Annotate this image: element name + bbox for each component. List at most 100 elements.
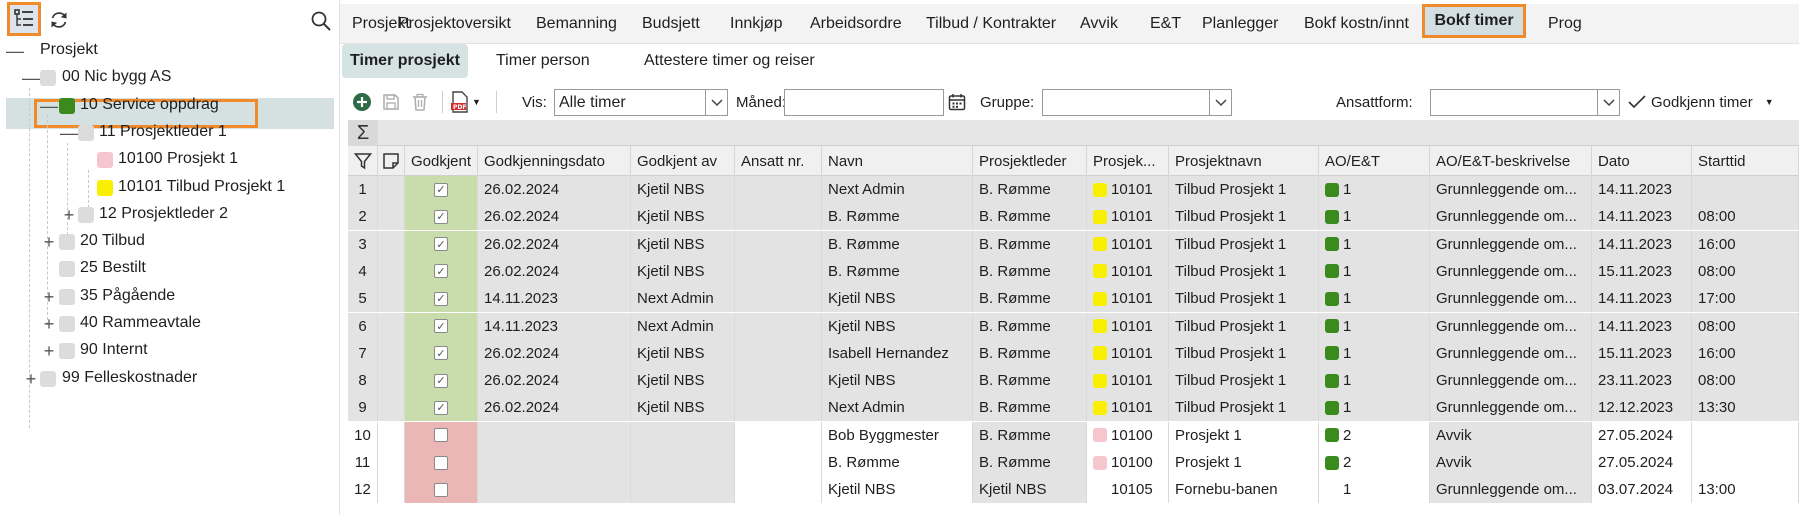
unchecked-checkbox-icon[interactable] — [434, 428, 448, 443]
cell-approved[interactable]: ✓ — [405, 312, 478, 340]
sum-button[interactable]: Σ — [348, 120, 378, 146]
column-header[interactable]: AO/E&T — [1319, 146, 1430, 176]
tab-bokf-timer[interactable]: Bokf timer — [1422, 4, 1526, 38]
tree-node[interactable]: — 00 Nic bygg AS — [0, 63, 340, 94]
table-row[interactable]: 1 ✓ 26.02.2024 Kjetil NBS Next Admin B. Rømme… — [348, 176, 1799, 203]
note-column-header[interactable] — [378, 146, 405, 176]
note-cell[interactable] — [378, 367, 405, 395]
column-header[interactable]: Prosjek... — [1087, 146, 1169, 176]
cell-approved[interactable]: ✓ — [405, 339, 478, 367]
collapse-icon[interactable]: — — [40, 95, 58, 116]
vis-select[interactable]: Alle timer — [554, 89, 728, 116]
tab-arbeidsordre[interactable]: Arbeidsordre — [810, 15, 902, 32]
tab-budsjett[interactable]: Budsjett — [642, 15, 700, 32]
column-header[interactable]: Dato — [1592, 146, 1692, 176]
cell-approved[interactable]: ✓ — [405, 176, 478, 203]
subtab-timer-person[interactable]: Timer person — [496, 52, 590, 69]
table-row[interactable]: 3 ✓ 26.02.2024 Kjetil NBS B. Rømme B. Rømme 10… — [348, 230, 1799, 258]
tab-innkj-p[interactable]: Innkjøp — [730, 15, 783, 32]
note-cell[interactable] — [378, 176, 405, 203]
refresh-button[interactable] — [45, 6, 73, 34]
collapse-icon[interactable]: — — [6, 41, 24, 61]
maned-input[interactable] — [784, 89, 944, 116]
checked-checkbox-icon[interactable]: ✓ — [434, 373, 448, 388]
checked-checkbox-icon[interactable]: ✓ — [434, 291, 448, 306]
delete-button[interactable] — [410, 84, 436, 120]
tab-bokf-kostn-innt[interactable]: Bokf kostn/innt — [1304, 15, 1409, 32]
note-cell[interactable] — [378, 421, 405, 449]
tab-prosjekt[interactable]: Prosjekt — [352, 15, 410, 32]
approve-hours-button[interactable]: Godkjenn timer ▼ — [1628, 84, 1774, 120]
table-row[interactable]: 7 ✓ 26.02.2024 Kjetil NBS Isabell Hernandez B… — [348, 339, 1799, 367]
expand-icon[interactable]: + — [43, 286, 55, 307]
checked-checkbox-icon[interactable]: ✓ — [434, 209, 448, 224]
export-pdf-button[interactable]: PDF ▼ — [450, 84, 490, 120]
checked-checkbox-icon[interactable]: ✓ — [434, 346, 448, 361]
column-header[interactable]: Godkjent — [405, 146, 478, 176]
checked-checkbox-icon[interactable]: ✓ — [434, 319, 448, 333]
table-row[interactable]: 10 Bob Byggmester B. Rømme 10100 Prosjekt 1 2… — [348, 421, 1799, 449]
collapse-icon[interactable]: — — [22, 68, 40, 89]
expand-icon[interactable]: + — [43, 314, 55, 334]
column-header[interactable]: Godkjenningsdato — [478, 146, 631, 176]
tree-node[interactable]: — 10 Service oppdrag — [0, 91, 340, 122]
column-header[interactable]: Starttid — [1692, 146, 1799, 176]
table-row[interactable]: 12 Kjetil NBS Kjetil NBS 10105 Fornebu-banen… — [348, 476, 1799, 504]
ansattform-select[interactable] — [1430, 89, 1620, 116]
note-cell[interactable] — [378, 476, 405, 504]
note-cell[interactable] — [378, 230, 405, 258]
table-row[interactable]: 11 B. Rømme B. Rømme 10100 Prosjekt 1 2 Avvik 2… — [348, 449, 1799, 476]
tab-avvik[interactable]: Avvik — [1080, 15, 1118, 32]
cell-approved[interactable] — [405, 476, 478, 504]
expand-icon[interactable]: + — [43, 341, 55, 362]
note-cell[interactable] — [378, 257, 405, 285]
tab-prog[interactable]: Prog — [1548, 15, 1582, 32]
cell-approved[interactable]: ✓ — [405, 230, 478, 258]
tree-node[interactable]: 25 Bestilt — [0, 254, 340, 285]
note-cell[interactable] — [378, 203, 405, 231]
expand-icon[interactable]: + — [43, 232, 55, 253]
add-button[interactable] — [352, 84, 378, 120]
column-header[interactable]: Prosjektleder — [973, 146, 1087, 176]
column-header[interactable]: Navn — [822, 146, 973, 176]
unchecked-checkbox-icon[interactable] — [434, 455, 448, 470]
cell-approved[interactable] — [405, 449, 478, 476]
tab-tilbud-kontrakter[interactable]: Tilbud / Kontrakter — [926, 15, 1057, 32]
tab-e-t[interactable]: E&T — [1150, 15, 1182, 32]
table-row[interactable]: 2 ✓ 26.02.2024 Kjetil NBS B. Rømme B. Rømme 10… — [348, 203, 1799, 231]
column-header[interactable]: Ansatt nr. — [735, 146, 822, 176]
tree-node[interactable]: +40 Rammeavtale — [0, 309, 340, 340]
tree-node[interactable]: +90 Internt — [0, 336, 340, 367]
tab-bemanning[interactable]: Bemanning — [536, 15, 617, 32]
expand-icon[interactable]: + — [63, 204, 75, 225]
table-row[interactable]: 9 ✓ 26.02.2024 Kjetil NBS Next Admin B. Rømme… — [348, 394, 1799, 422]
tree-node[interactable]: — 11 Prosjektleder 1 — [0, 118, 340, 149]
tree-node[interactable]: — Prosjekt — [0, 36, 340, 67]
tree-node[interactable]: +20 Tilbud — [0, 227, 340, 258]
note-cell[interactable] — [378, 449, 405, 476]
table-row[interactable]: 5 ✓ 14.11.2023 Next Admin Kjetil NBS B. Rømme… — [348, 285, 1799, 313]
filter-button[interactable] — [348, 146, 378, 176]
note-cell[interactable] — [378, 285, 405, 313]
column-header[interactable]: AO/E&T-beskrivelse — [1430, 146, 1592, 176]
tree-node[interactable]: 10100 Prosjekt 1 — [0, 145, 340, 176]
cell-approved[interactable] — [405, 421, 478, 449]
subtab-timer-prosjekt[interactable]: Timer prosjekt — [342, 44, 468, 78]
tree-view-button[interactable] — [7, 2, 41, 36]
checked-checkbox-icon[interactable]: ✓ — [434, 237, 448, 252]
tree-node[interactable]: +99 Felleskostnader — [0, 364, 340, 395]
tree-node[interactable]: +35 Pågående — [0, 282, 340, 313]
note-cell[interactable] — [378, 312, 405, 340]
unchecked-checkbox-icon[interactable] — [434, 482, 448, 497]
expand-icon[interactable]: + — [25, 368, 37, 389]
tab-prosjektoversikt[interactable]: Prosjektoversikt — [398, 15, 511, 32]
table-row[interactable]: 8 ✓ 26.02.2024 Kjetil NBS Kjetil NBS B. Rømme… — [348, 367, 1799, 395]
column-header[interactable]: Prosjektnavn — [1169, 146, 1319, 176]
save-button[interactable] — [381, 84, 407, 120]
cell-approved[interactable]: ✓ — [405, 367, 478, 395]
collapse-icon[interactable]: — — [60, 122, 78, 143]
note-cell[interactable] — [378, 394, 405, 422]
calendar-button[interactable] — [948, 84, 970, 120]
column-header[interactable]: Godkjent av — [631, 146, 735, 176]
gruppe-select[interactable] — [1042, 89, 1232, 116]
